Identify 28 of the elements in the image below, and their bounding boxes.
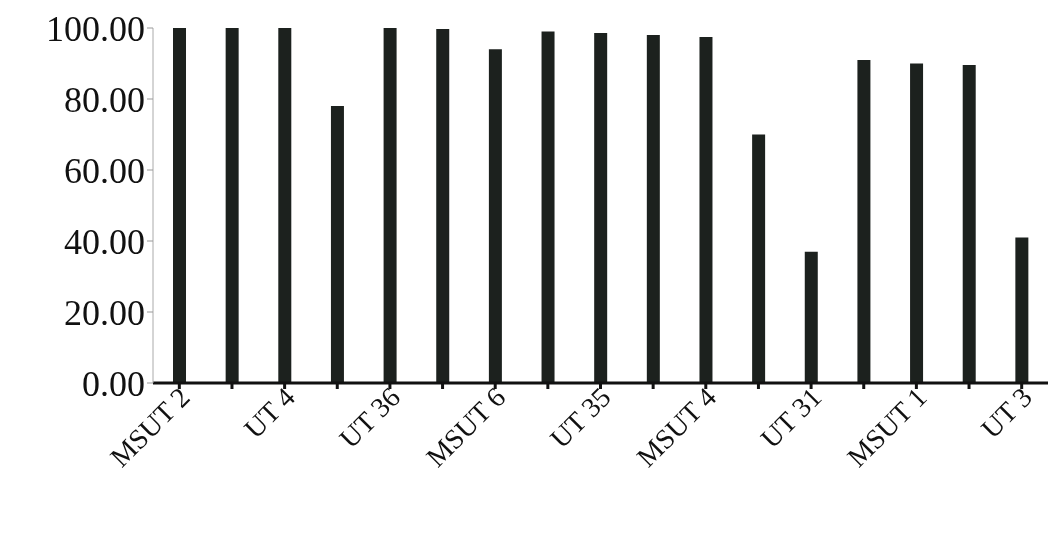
x-tick-label: UT 35 (544, 381, 617, 455)
bar (488, 49, 502, 383)
y-tick-label: 40.00 (64, 221, 145, 262)
bar (646, 35, 660, 383)
bar (436, 29, 450, 383)
bar (804, 251, 818, 383)
x-tick-label: UT 36 (333, 381, 407, 455)
y-tick-label: 20.00 (64, 292, 145, 333)
bar (278, 28, 292, 383)
y-tick-label: 100.00 (46, 8, 145, 49)
x-tick-label: UT 31 (754, 381, 828, 455)
bar (857, 59, 871, 383)
bar (962, 64, 976, 383)
bar (330, 106, 344, 383)
y-tick-label: 0.00 (82, 363, 145, 404)
bar (173, 28, 187, 383)
y-tick-label: 60.00 (64, 150, 145, 191)
x-tick-label: UT 4 (238, 381, 301, 445)
bar (699, 36, 713, 383)
bar (541, 31, 555, 383)
bar (910, 63, 924, 383)
bar (383, 28, 397, 383)
y-tick-label: 80.00 (64, 79, 145, 120)
bar (225, 28, 239, 383)
bar (1015, 237, 1029, 383)
x-tick-label: UT 3 (975, 381, 1038, 445)
bar (752, 134, 766, 383)
bar (594, 32, 608, 383)
